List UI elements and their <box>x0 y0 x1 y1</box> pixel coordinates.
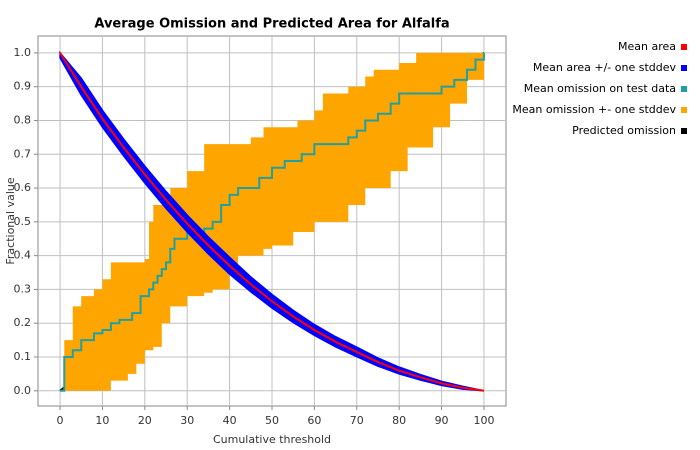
series-step-line <box>60 52 485 392</box>
y-tick-label: 0.7 <box>14 147 32 160</box>
x-axis-label: Cumulative threshold <box>213 433 331 446</box>
series-band <box>60 52 484 391</box>
x-tick-label: 100 <box>473 414 494 427</box>
y-tick-label: 0.6 <box>14 181 32 194</box>
legend-swatch <box>681 65 687 71</box>
x-tick-label: 40 <box>223 414 237 427</box>
y-tick-label: 0.2 <box>14 316 32 329</box>
x-tick-label: 60 <box>307 414 321 427</box>
x-tick-label: 10 <box>95 414 109 427</box>
y-tick-label: 0.5 <box>14 215 32 228</box>
x-tick-label: 90 <box>435 414 449 427</box>
y-tick-label: 0.3 <box>14 282 32 295</box>
legend-swatch <box>681 44 687 50</box>
x-tick-label: 50 <box>265 414 279 427</box>
legend-label: Predicted omission <box>572 124 676 137</box>
legend-label: Mean omission on test data <box>524 82 676 95</box>
legend-label: Mean omission +- one stddev <box>512 103 676 116</box>
x-tick-label: 0 <box>57 414 64 427</box>
legend-label: Mean area +/- one stddev <box>533 61 677 74</box>
x-tick-label: 30 <box>180 414 194 427</box>
series-line <box>59 52 485 392</box>
legend-swatch <box>681 107 687 113</box>
legend-swatch <box>681 128 687 134</box>
legend-swatch <box>681 86 687 92</box>
y-tick-label: 0.1 <box>14 350 32 363</box>
y-tick-label: 0.9 <box>14 80 32 93</box>
x-tick-label: 70 <box>350 414 364 427</box>
y-axis-label: Fractional value <box>4 177 17 264</box>
x-tick-label: 20 <box>138 414 152 427</box>
y-tick-label: 0.8 <box>14 113 32 126</box>
legend-label: Mean area <box>618 40 676 53</box>
x-tick-label: 80 <box>392 414 406 427</box>
y-tick-label: 0.4 <box>14 249 32 262</box>
y-tick-label: 1.0 <box>14 46 32 59</box>
chart-title: Average Omission and Predicted Area for … <box>94 17 449 32</box>
y-tick-label: 0.0 <box>14 384 32 397</box>
